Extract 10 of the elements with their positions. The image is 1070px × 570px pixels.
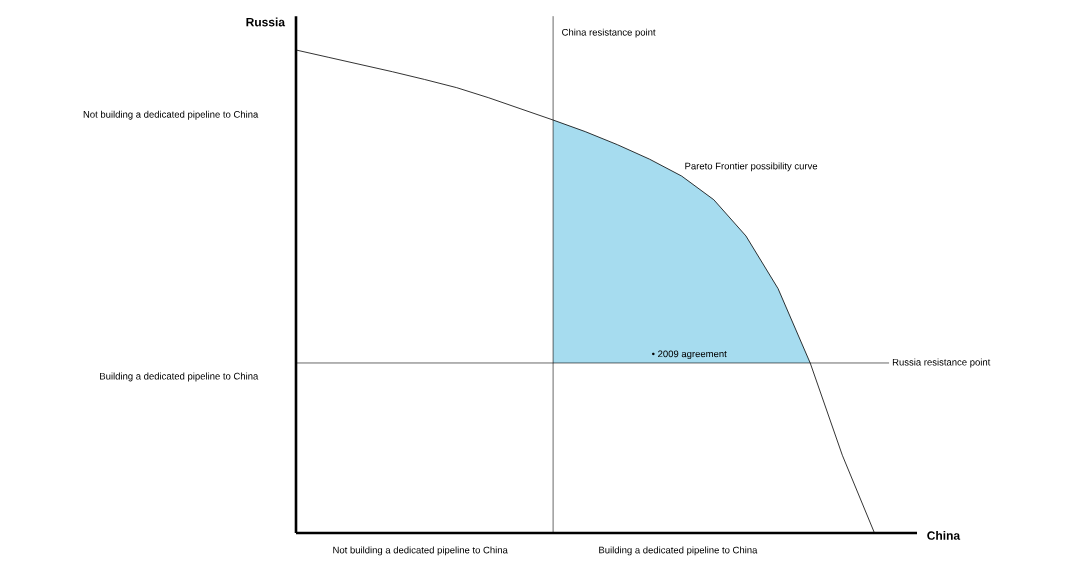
- text: Building a dedicated pipeline to China: [599, 546, 758, 556]
- ref-line-label: Russia resistance point: [892, 358, 991, 368]
- text: Building a dedicated pipeline to China: [100, 372, 259, 382]
- annotation: Pareto Frontier possibility curve: [685, 162, 818, 172]
- text: Not building a dedicated pipeline to China: [83, 110, 259, 120]
- y-axis-title: Russia: [246, 17, 286, 27]
- text: China resistance point: [562, 28, 656, 38]
- annotation: • 2009 agreement: [652, 350, 727, 360]
- text: Not building a dedicated pipeline to China: [333, 546, 508, 556]
- x-axis-title: China: [927, 531, 961, 540]
